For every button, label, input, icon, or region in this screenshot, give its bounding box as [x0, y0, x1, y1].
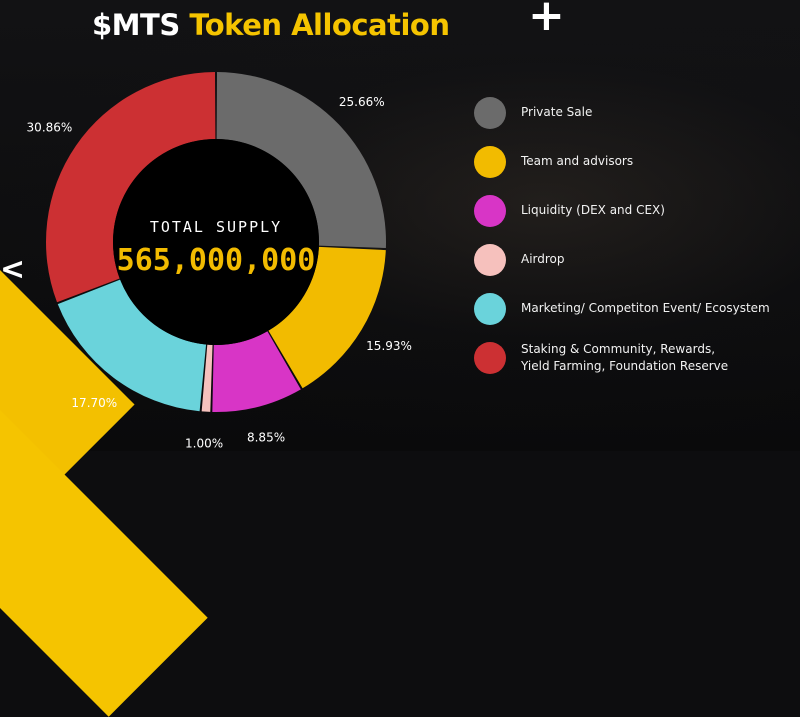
legend-item: Airdrop [474, 235, 794, 284]
slice-label-2: 15.93% [366, 339, 412, 353]
donut-hole [113, 139, 319, 345]
donut-slice-6 [45, 72, 216, 303]
slice-label-5: 17.70% [71, 396, 117, 410]
legend-item: Marketing/ Competiton Event/ Ecosystem [474, 284, 794, 333]
legend-item: Liquidity (DEX and CEX) [474, 186, 794, 235]
legend-label: Liquidity (DEX and CEX) [521, 203, 665, 217]
slice-label-3: 8.85% [247, 431, 285, 445]
slice-label-6: 30.86% [27, 121, 73, 135]
donut-slices [45, 72, 386, 412]
legend-swatch [474, 243, 506, 276]
donut-slice-2 [268, 246, 386, 389]
page-title: $MTS Token Allocation [92, 8, 450, 42]
legend-label: Airdrop [521, 252, 565, 266]
donut-slice-3 [212, 331, 301, 412]
slice-labels: 25.66% 15.93% 8.85% 1.00% 17.70% 30.86% [27, 95, 412, 450]
title-text: Token Allocation [189, 8, 450, 42]
slice-label-4: 1.00% [185, 437, 223, 451]
legend-item: Private Sale [474, 88, 794, 137]
legend-swatch [474, 145, 506, 178]
legend-swatch [474, 341, 506, 374]
legend-swatch [474, 96, 506, 129]
legend-swatch [474, 292, 506, 325]
donut-slice-1 [216, 72, 386, 249]
legend: Private Sale Team and advisors Liquidity (… [474, 88, 794, 382]
chevron-left-icon[interactable]: < [0, 252, 26, 287]
legend-label: Staking & Community, Rewards, Yield Farm… [521, 341, 729, 373]
donut-slice-5 [57, 279, 207, 412]
legend-item: Team and advisors [474, 137, 794, 186]
donut-slice-4 [201, 344, 213, 412]
title-token: $MTS [92, 8, 180, 42]
legend-item: Staking & Community, Rewards, Yield Farm… [474, 333, 794, 382]
legend-swatch [474, 194, 506, 227]
total-supply-label: TOTAL SUPPLY [150, 218, 282, 236]
legend-label: Private Sale [521, 105, 593, 119]
legend-label: Team and advisors [521, 154, 634, 168]
donut-chart: TOTAL SUPPLY 565,000,000 25.66% 15.93% 8.8… [27, 72, 412, 451]
total-supply-value: 565,000,000 [117, 243, 316, 278]
legend-label: Marketing/ Competiton Event/ Ecosystem [521, 301, 770, 315]
plus-icon: + [528, 0, 565, 41]
slice-label-1: 25.66% [339, 95, 385, 109]
